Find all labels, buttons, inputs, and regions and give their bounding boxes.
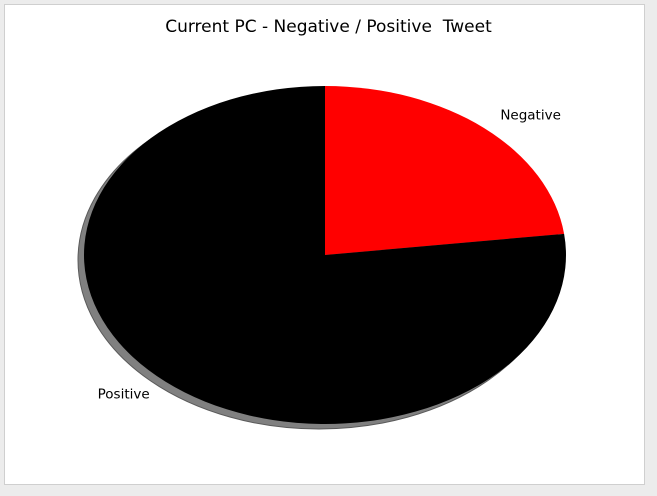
pie-slice-negative [325,86,565,255]
pie-labels: Negative Positive [98,108,561,403]
chart-title: Current PC - Negative / Positive Tweet [165,17,492,37]
pie-label-positive: Positive [98,386,150,402]
pie-slices [84,86,567,425]
pie-slice-positive [84,86,567,425]
pie-label-negative: Negative [500,108,561,124]
